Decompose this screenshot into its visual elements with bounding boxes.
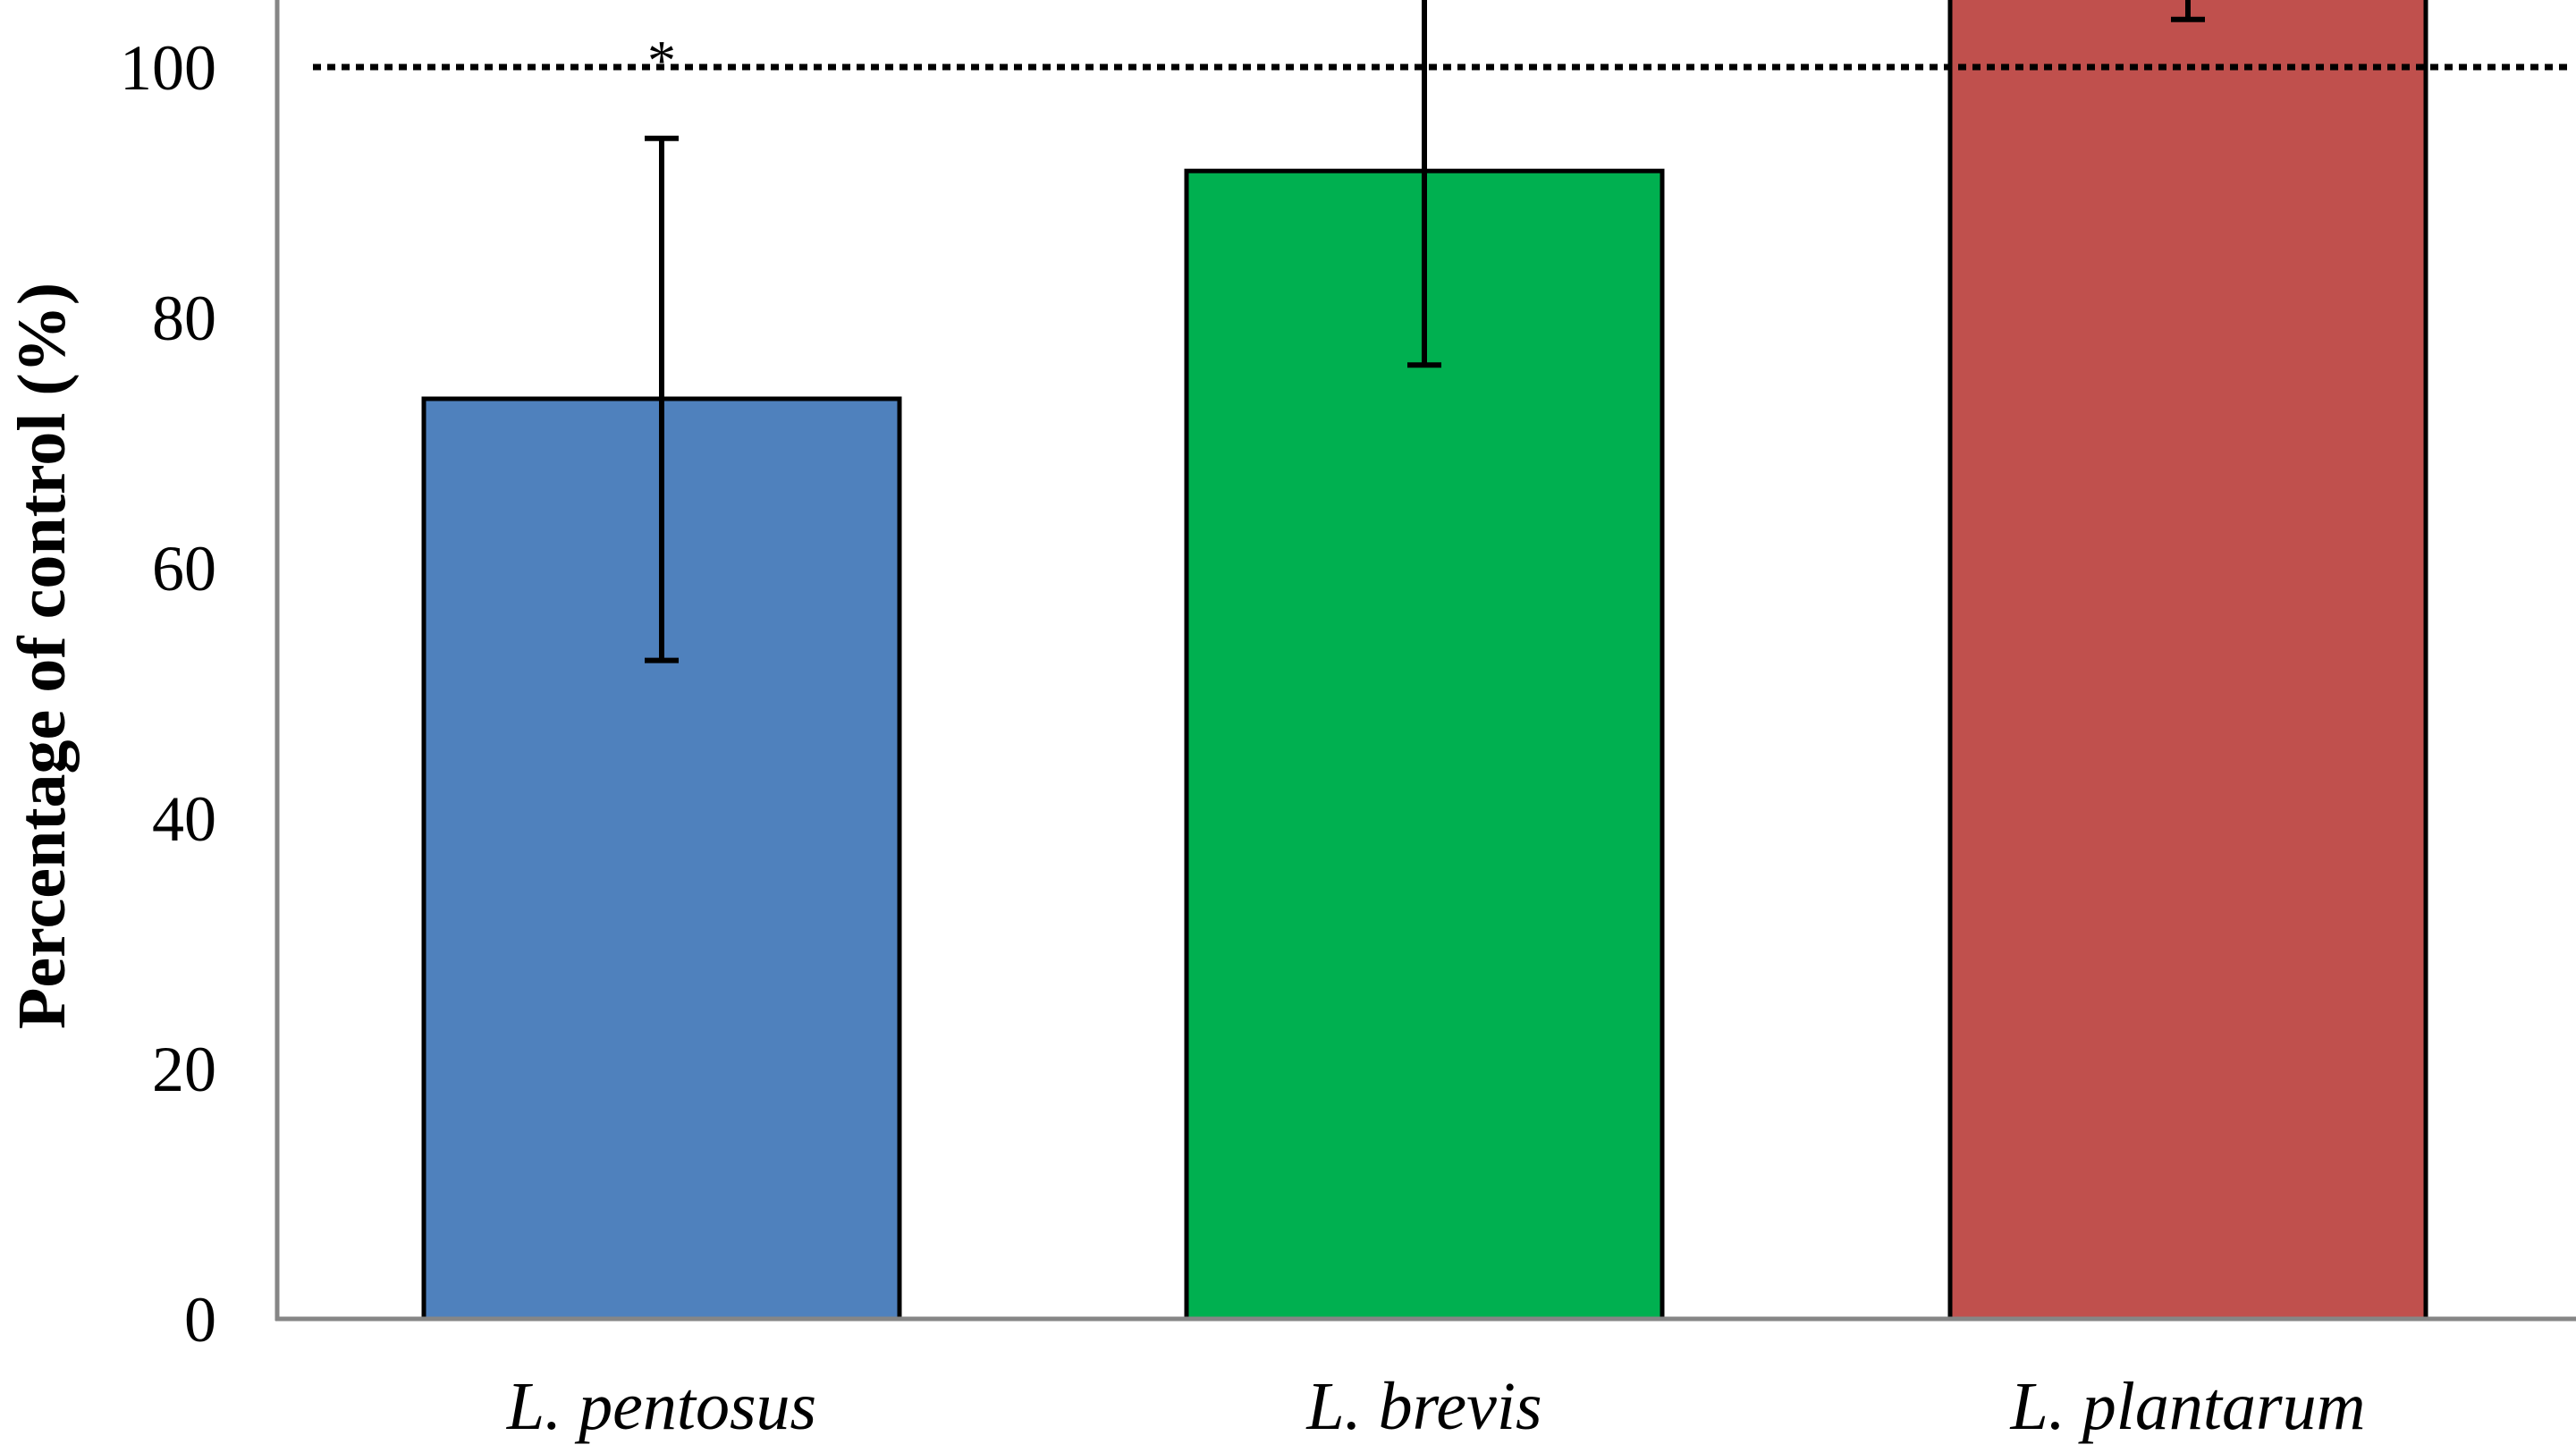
- y-tick-label: 40: [152, 783, 216, 855]
- y-tick-label: 20: [152, 1034, 216, 1105]
- error-bars-group: [645, 0, 2205, 663]
- y-axis-ticks: 020406080100120140: [120, 32, 216, 1356]
- y-tick-label: 0: [184, 1284, 216, 1356]
- x-category-label: L. plantarum: [2010, 1369, 2366, 1444]
- y-tick-label: 60: [152, 533, 216, 604]
- x-category-label: L. pentosus: [506, 1369, 816, 1444]
- significance-markers: **: [647, 29, 676, 92]
- y-tick-label: 100: [120, 32, 216, 104]
- y-axis-title: Percentage of control (%): [4, 283, 80, 1029]
- x-category-label: L. brevis: [1305, 1369, 1541, 1444]
- y-tick-label: 80: [152, 283, 216, 354]
- x-axis-category-labels: L. pentosus L. brevis L. plantarum: [506, 1369, 2366, 1444]
- significance-asterisk: *: [647, 29, 676, 92]
- bar: [1947, 0, 2428, 1322]
